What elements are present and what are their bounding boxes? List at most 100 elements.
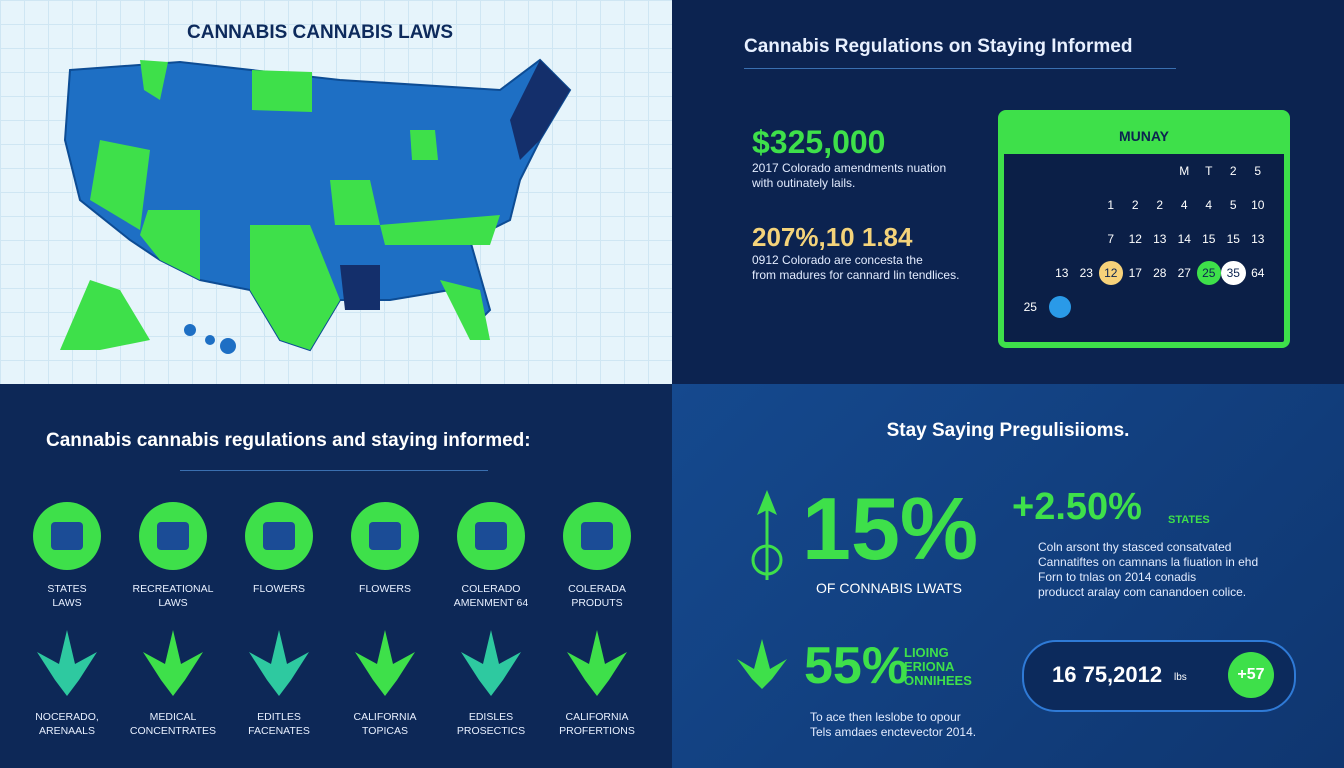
icon-leaf (461, 630, 521, 696)
text-line: Coln arsont thy stasced consatvated (1038, 540, 1232, 554)
text-line: from madures for cannard lin tendlices. (752, 268, 960, 282)
label-line: NOCERADO, (35, 711, 99, 723)
icon-glyph (369, 522, 401, 550)
icon-label: COLERADO AMENMENT 64 (436, 582, 546, 610)
calendar-row: 25 (1004, 290, 1284, 324)
stats-title: Cannabis Regulations on Staying Informed (744, 36, 1133, 57)
icon (37, 630, 97, 696)
calendar-marker (1048, 296, 1071, 318)
second-stat: 55% (804, 637, 909, 695)
icon-item: COLERADA PRODUTS (542, 496, 652, 610)
divider (180, 470, 488, 471)
state (140, 60, 168, 100)
label-line: PROSECTICS (456, 725, 526, 737)
paragraph: Coln arsont thy stasced consatvated Canna… (1038, 540, 1258, 600)
icon-label: NOCERADO, ARENAALS (12, 710, 122, 738)
text-line: Tels amdaes enctevector 2014. (810, 725, 977, 739)
label-line: CONCENTRATES (129, 725, 217, 737)
icon-label: CALIFORNIA PROFERTIONS (542, 710, 652, 738)
icon (355, 630, 415, 696)
text-line: 2017 Colorado amendments nuation (752, 161, 947, 175)
calendar-day: 13 (1153, 232, 1167, 246)
stat-text: 2017 Colorado amendments nuation with out… (752, 161, 946, 191)
icon-label: COLERADA PRODUTS (542, 582, 652, 610)
icon-label: STATES LAWS (12, 582, 122, 610)
pill-value: 16 75,2012 (1052, 662, 1163, 687)
text-line: Forn to tnlas on 2014 conadis (1038, 570, 1197, 584)
icon-item: RECREATIONAL LAWS (118, 496, 228, 610)
state (250, 225, 340, 350)
icon-item: NOCERADO, ARENAALS (12, 624, 122, 738)
bulb (751, 544, 783, 576)
calendar-day: 12 (1098, 261, 1123, 285)
calendar-day: 23 (1079, 266, 1093, 280)
label-line: EDITLES (257, 711, 301, 723)
footnote: To ace then leslobe to opour Tels amdaes … (810, 710, 976, 740)
hawaii (220, 338, 236, 354)
us-map (60, 58, 572, 354)
state (380, 215, 500, 245)
text-line: LIOING (904, 645, 949, 660)
calendar-day: 35 (1221, 261, 1246, 285)
calendar-row: M T 2 5 (1004, 154, 1284, 188)
icon (249, 630, 309, 696)
icon-glyph (475, 522, 507, 550)
label-line: MEDICAL (149, 711, 197, 723)
leaf-icon (737, 639, 787, 689)
label-line: COLERADA (568, 583, 626, 595)
icon-item: CALIFORNIA TOPICAS (330, 624, 440, 738)
icon-label: MEDICAL CONCENTRATES (118, 710, 228, 738)
icon-item: FLOWERS (330, 496, 440, 596)
text-line: ERIONA (904, 659, 955, 674)
label-line: STATES (47, 583, 87, 595)
calendar-body: M T 2 5 1 2 2 4 4 5 10 7 12 13 14 15 15 13 13 23 12 17 28 27 25 3… (1004, 154, 1284, 324)
label-line: AMENMENT 64 (453, 597, 529, 609)
label-line: PRODUTS (571, 597, 623, 609)
label-line: RECREATIONAL (132, 583, 214, 595)
state (140, 210, 200, 280)
divider (744, 68, 1176, 69)
icon-item: MEDICAL CONCENTRATES (118, 624, 228, 738)
state (90, 140, 150, 230)
plant-icon (751, 490, 783, 580)
icon (563, 502, 631, 570)
calendar-day: 4 (1180, 198, 1188, 212)
stat-block: 207%,10 1.84 0912 Colorado are concesta … (752, 222, 959, 283)
icon-item: CALIFORNIA PROFERTIONS (542, 624, 652, 738)
label-line: ARENAALS (38, 725, 96, 737)
growth-unit: STATES (1168, 514, 1210, 526)
icon (33, 502, 101, 570)
calendar-day: 13 (1055, 266, 1069, 280)
label-line: FACENATES (248, 725, 310, 737)
state (340, 265, 380, 310)
icon (567, 630, 627, 696)
icon-label: CALIFORNIA TOPICAS (330, 710, 440, 738)
alaska (60, 280, 150, 350)
icon-leaf (355, 630, 415, 696)
calendar-row: 13 23 12 17 28 27 25 35 64 (1004, 256, 1284, 290)
label-line: CALIFORNIA (565, 711, 629, 723)
calendar-day: 12 (1128, 232, 1142, 246)
text-line: producct aralay com canandoen colice. (1038, 585, 1247, 599)
icon (245, 502, 313, 570)
calendar-day: 1 (1107, 198, 1115, 212)
icon-glyph (51, 522, 83, 550)
icon-leaf (249, 630, 309, 696)
icon-label: FLOWERS (330, 582, 440, 596)
icon-item: FLOWERS (224, 496, 334, 596)
text-line: To ace then leslobe to opour (810, 710, 961, 724)
icon-label: RECREATIONAL LAWS (118, 582, 228, 610)
icon-item: COLERADO AMENMENT 64 (436, 496, 546, 610)
icon-item: EDISLES PROSECTICS (436, 624, 546, 738)
icon-leaf (37, 630, 97, 696)
icons-title: Cannabis cannabis regulations and stayin… (46, 430, 531, 451)
label-line: TOPICAS (362, 725, 408, 737)
calendar-day: M (1179, 164, 1190, 178)
icon-glyph (581, 522, 613, 550)
summary-title: Stay Saying Pregulisiioms. (886, 420, 1130, 441)
icon-glyph (263, 522, 295, 550)
text-line: Cannatiftes on camnans la fiuation in eh… (1038, 555, 1259, 569)
calendar-day: 25 (1196, 261, 1221, 285)
calendar-day: 2 (1229, 164, 1237, 178)
big-stat: 15% (802, 479, 979, 578)
